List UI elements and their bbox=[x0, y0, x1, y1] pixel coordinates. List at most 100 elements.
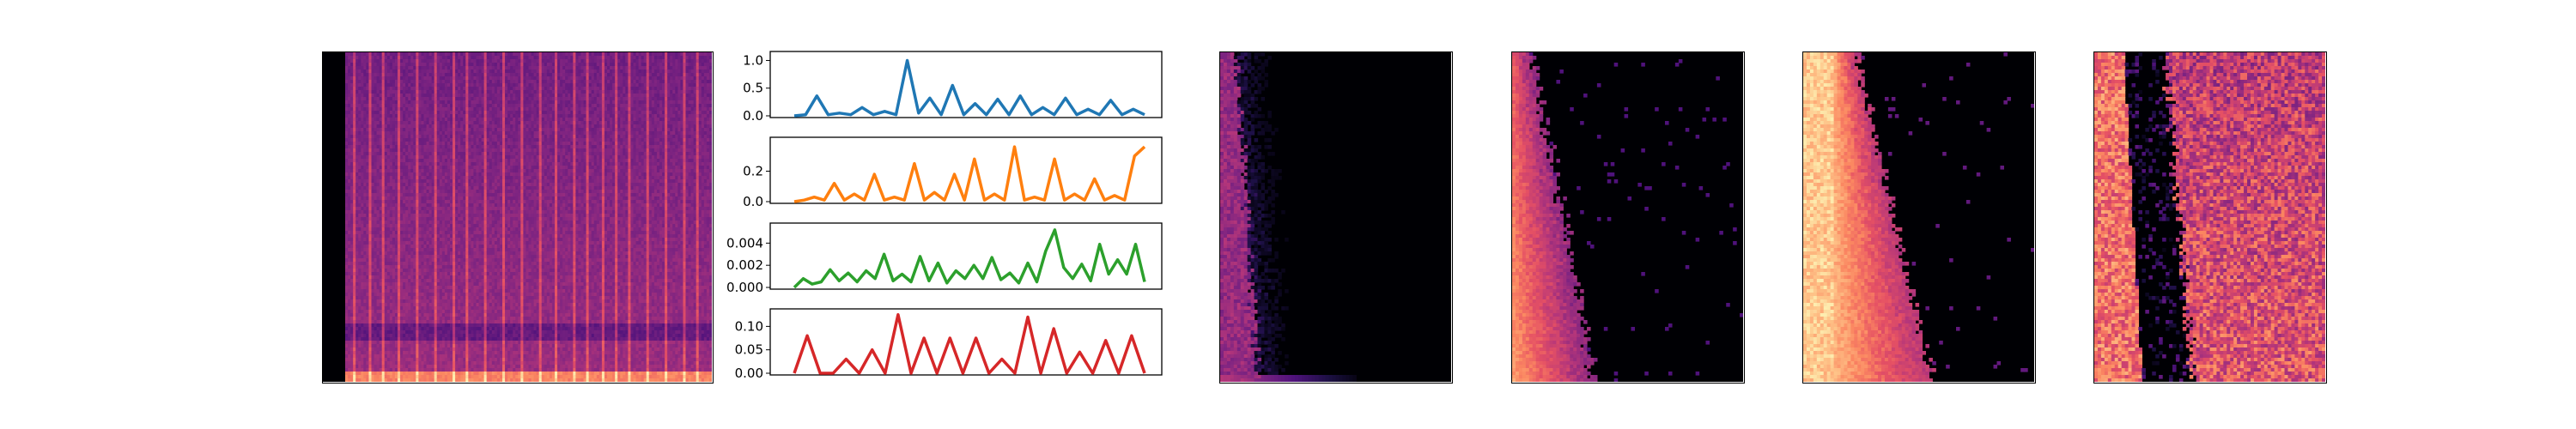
spectrogram-cell bbox=[400, 190, 404, 194]
spectrogram-cell bbox=[379, 145, 383, 149]
spectrogram-cell bbox=[405, 358, 409, 362]
spectrogram-cell bbox=[389, 320, 393, 324]
spectrogram-cell bbox=[363, 258, 367, 263]
spectrogram-cell bbox=[447, 73, 451, 77]
spectrogram-cell bbox=[453, 306, 456, 311]
spectrogram-cell bbox=[398, 330, 401, 335]
spectrogram-cell bbox=[368, 313, 373, 317]
spectrogram-cell bbox=[345, 293, 349, 297]
spectrogram-cell bbox=[363, 275, 367, 280]
spectrogram-cell bbox=[450, 272, 453, 276]
spectrogram-cell bbox=[355, 224, 359, 228]
spectrogram-cell bbox=[458, 265, 461, 269]
spectrogram-cell bbox=[468, 138, 471, 142]
spectrogram-cell bbox=[374, 166, 378, 170]
spectrogram-cell bbox=[476, 231, 480, 235]
spectrogram-cell bbox=[363, 66, 367, 70]
spectrogram-cell bbox=[455, 269, 459, 273]
spectrogram-cell bbox=[471, 124, 475, 129]
spectrogram-cell bbox=[465, 83, 469, 88]
spectrogram-cell bbox=[450, 378, 453, 382]
spectrogram-cell bbox=[471, 227, 475, 232]
spectrogram-cell bbox=[384, 368, 388, 372]
spectrogram-cell bbox=[476, 145, 480, 149]
spectrogram-cell bbox=[444, 279, 448, 283]
spectrogram-cell bbox=[426, 138, 430, 142]
spectrogram-cell bbox=[376, 162, 380, 166]
spectrogram-cell bbox=[444, 169, 448, 173]
spectrogram-cell bbox=[460, 124, 464, 129]
spectrogram-cell bbox=[471, 372, 475, 376]
spectrogram-cell bbox=[392, 190, 396, 194]
spectrogram-cell bbox=[458, 251, 461, 256]
spectrogram-cell bbox=[458, 114, 461, 118]
spectrogram-cell bbox=[392, 334, 396, 338]
spectrogram-cell bbox=[421, 59, 425, 63]
spectrogram-cell bbox=[353, 327, 356, 331]
spectrogram-cell bbox=[463, 375, 466, 379]
spectrogram-cell bbox=[361, 155, 364, 160]
spectrogram-cell bbox=[374, 128, 378, 132]
spectrogram-cell bbox=[392, 375, 396, 379]
spectrogram-cell bbox=[366, 97, 370, 101]
spectrogram-cell bbox=[423, 124, 428, 129]
spectrogram-cell bbox=[460, 214, 464, 218]
spectrogram-cell bbox=[398, 265, 401, 269]
spectrogram-cell bbox=[441, 323, 446, 328]
spectrogram-cell bbox=[455, 107, 459, 112]
spectrogram-cell bbox=[455, 183, 459, 187]
spectrogram-cell bbox=[368, 262, 373, 266]
spectrogram-cell bbox=[379, 354, 383, 359]
spectrogram-cell bbox=[389, 255, 393, 259]
spectrogram-cell bbox=[476, 251, 480, 256]
spectrogram-cell bbox=[478, 227, 483, 232]
spectrogram-cell bbox=[361, 330, 364, 335]
spectrogram-cell bbox=[450, 94, 453, 98]
spectrogram-cell bbox=[441, 238, 446, 242]
spectrogram-cell bbox=[403, 224, 406, 228]
spectrogram-cell bbox=[361, 152, 364, 156]
spectrogram-cell bbox=[428, 56, 433, 60]
spectrogram-cell bbox=[434, 275, 438, 280]
spectrogram-cell bbox=[405, 145, 409, 149]
spectrogram-cell bbox=[355, 166, 359, 170]
spectrogram-cell bbox=[374, 313, 378, 317]
spectrogram-cell bbox=[441, 94, 446, 98]
spectrogram-cell bbox=[400, 327, 404, 331]
spectrogram-cell bbox=[431, 210, 435, 214]
spectrogram-cell bbox=[465, 155, 469, 160]
spectrogram-cell bbox=[468, 56, 471, 60]
spectrogram-cell bbox=[355, 190, 359, 194]
spectrogram-cell bbox=[444, 221, 448, 225]
spectrogram-cell bbox=[408, 142, 411, 146]
spectrogram-cell bbox=[460, 378, 464, 382]
spectrogram-cell bbox=[374, 234, 378, 239]
spectrogram-cell bbox=[426, 365, 430, 369]
spectrogram-cell bbox=[465, 69, 469, 74]
spectrogram-cell bbox=[398, 365, 401, 369]
spectrogram-cell bbox=[381, 111, 386, 115]
spectrogram-cell bbox=[423, 138, 428, 142]
spectrogram-cell bbox=[468, 303, 471, 307]
spectrogram-cell bbox=[460, 59, 464, 63]
spectrogram-cell bbox=[405, 347, 409, 352]
spectrogram-cell bbox=[444, 104, 448, 108]
spectrogram-cell bbox=[476, 100, 480, 105]
spectrogram-cell bbox=[363, 282, 367, 287]
spectrogram-cell bbox=[458, 269, 461, 273]
spectrogram-cell bbox=[421, 245, 425, 249]
spectrogram-cell bbox=[392, 306, 396, 311]
spectrogram-cell bbox=[371, 162, 375, 166]
spectrogram-cell bbox=[453, 111, 456, 115]
spectrogram-cell bbox=[363, 135, 367, 139]
spectrogram-cell bbox=[471, 76, 475, 81]
spectrogram-cell bbox=[348, 310, 351, 314]
spectrogram-cell bbox=[403, 210, 406, 214]
spectrogram-cell bbox=[463, 97, 466, 101]
spectrogram-cell bbox=[410, 227, 414, 232]
spectrogram-cell bbox=[418, 347, 422, 352]
spectrogram-cell bbox=[428, 351, 433, 355]
spectrogram-cell bbox=[423, 76, 428, 81]
spectrogram-cell bbox=[476, 169, 480, 173]
spectrogram-cell bbox=[473, 190, 477, 194]
